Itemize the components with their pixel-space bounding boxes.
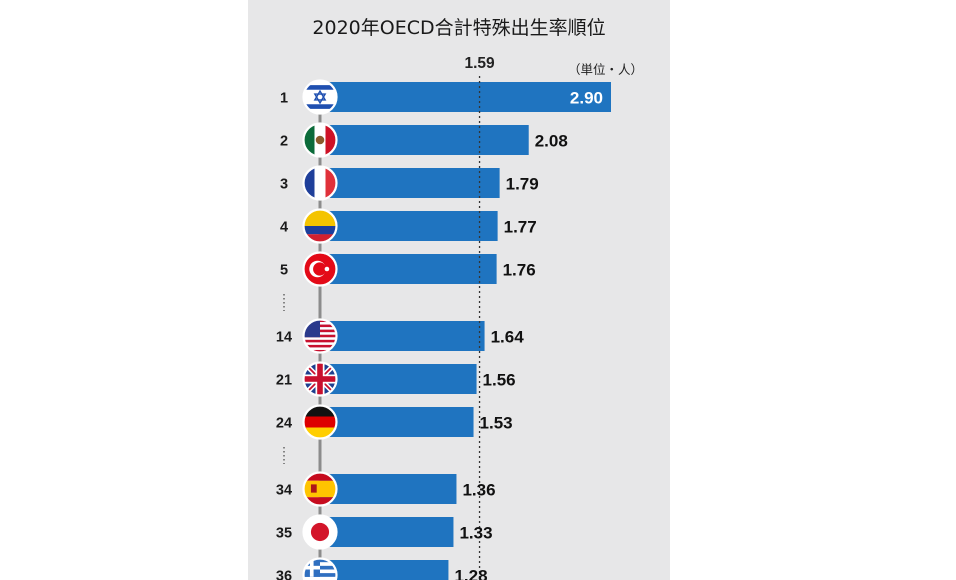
value-label: 2.90 (570, 89, 603, 108)
value-label: 2.08 (535, 132, 568, 151)
rank-label: 36 (276, 569, 292, 580)
japan-flag-icon (303, 515, 337, 549)
value-label: 1.77 (504, 218, 537, 237)
flag-ring (302, 208, 338, 244)
rank-label: 34 (276, 483, 292, 499)
flag-ring (302, 514, 338, 550)
bar-14 (320, 321, 485, 351)
bar-36 (320, 560, 449, 580)
unit-label: （単位・人） (568, 62, 644, 77)
bar-4 (320, 211, 498, 241)
rank-label: 21 (276, 373, 292, 389)
greece-flag-icon (303, 558, 337, 580)
bar-21 (320, 364, 477, 394)
rank-label: 24 (276, 416, 292, 432)
chart-title: 2020年OECD合計特殊出生率順位 (312, 17, 606, 39)
flag-ring (302, 404, 338, 440)
rank-label: 4 (280, 220, 288, 236)
bar-2 (320, 125, 529, 155)
flag-ring (302, 557, 338, 580)
flag-ring (302, 251, 338, 287)
bar-5 (320, 254, 497, 284)
rank-label: 3 (280, 177, 288, 193)
value-label: 1.33 (459, 524, 492, 543)
value-label: 1.76 (503, 261, 536, 280)
value-label: 1.79 (506, 175, 539, 194)
bar-1 (320, 82, 611, 112)
bar-chart: 1.59123451421243435362.902.081.791.771.7… (276, 55, 611, 580)
usa-flag-icon (303, 319, 337, 353)
colombia-flag-icon (303, 209, 337, 243)
flag-ring (302, 79, 338, 115)
value-label: 1.53 (480, 414, 513, 433)
rank-label: 5 (280, 263, 288, 279)
rank-label: 1 (280, 91, 288, 107)
flag-ring (302, 471, 338, 507)
bar-24 (320, 407, 474, 437)
bar-3 (320, 168, 500, 198)
spain-flag-icon (303, 472, 337, 506)
flag-ring (302, 361, 338, 397)
value-label: 1.28 (454, 567, 487, 580)
rank-label: 35 (276, 526, 292, 542)
israel-flag-icon (303, 80, 337, 114)
value-label: 1.36 (462, 481, 495, 500)
rank-label: 14 (276, 330, 292, 346)
flag-ring (302, 165, 338, 201)
france-flag-icon (303, 166, 337, 200)
bar-34 (320, 474, 457, 504)
bar-35 (320, 517, 454, 547)
chart-panel: 2020年OECD合計特殊出生率順位 （単位・人） 1.59 1 2 3 4 5 14 21 2… (248, 0, 670, 580)
value-label: 1.64 (491, 328, 525, 347)
value-label: 1.56 (483, 371, 516, 390)
reference-line-label: 1.59 (464, 55, 495, 72)
flag-ring (302, 318, 338, 354)
flag-ring (302, 122, 338, 158)
germany-flag-icon (303, 405, 337, 439)
rank-label: 2 (280, 134, 288, 150)
mexico-flag-icon (303, 123, 337, 157)
turkey-flag-icon (303, 252, 337, 286)
